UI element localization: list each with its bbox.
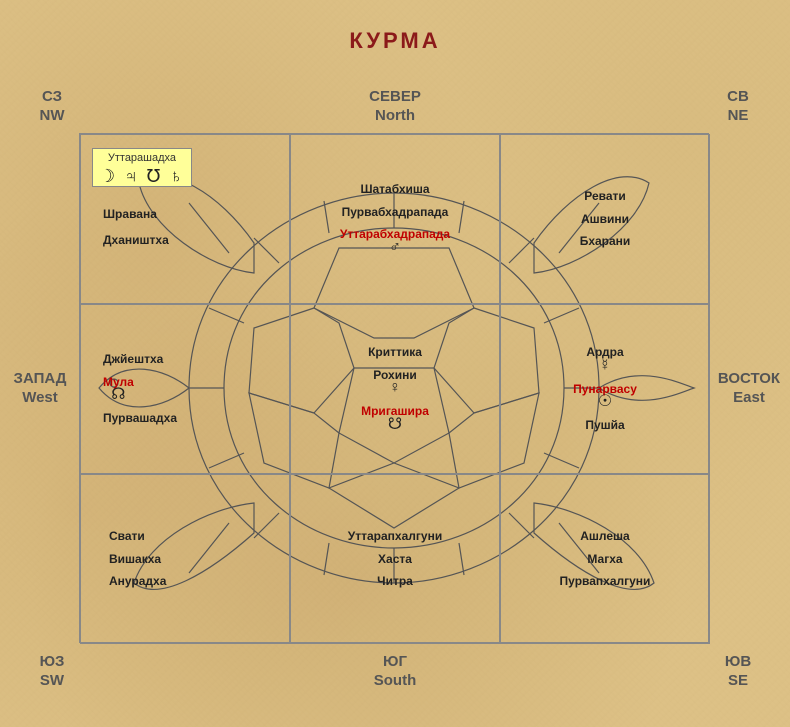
- dir-se: ЮВ SE: [718, 653, 758, 691]
- nakshatra-label: Бхарани: [580, 234, 631, 248]
- dir-sw: ЮЗ SW: [32, 653, 72, 691]
- nakshatra-label: Джйештха: [103, 352, 163, 366]
- kurma-grid: Шравана Дхаништха Шатабхиша Пурвабхадрапад…: [79, 133, 709, 643]
- nakshatra-label: Ревати: [584, 189, 626, 203]
- nakshatra-label: Пурвапхалгуни: [560, 574, 651, 588]
- nakshatra-label: Читра: [377, 574, 413, 588]
- cell-ne: Ревати Ашвини Бхарани: [500, 134, 710, 304]
- dir-west: ЗАПАД West: [10, 370, 70, 408]
- nakshatra-label: Пушйа: [585, 418, 624, 432]
- cell-e: Ардра☿Пунарвасу☉Пушйа: [500, 304, 710, 474]
- nakshatra-label: Магха: [587, 552, 622, 566]
- nakshatra-label: Свати: [109, 529, 145, 543]
- nakshatra-label: Шравана: [103, 207, 157, 221]
- cell-sw: Свати Вишакха Анурадха: [80, 474, 290, 644]
- nakshatra-label: Шатабхиша: [360, 182, 429, 196]
- highlight-nakshatra: Уттарашадха ☽ ♃ ℧ ♄: [92, 148, 192, 187]
- dir-east: ВОСТОК East: [714, 370, 784, 408]
- planet-glyph: ☋: [361, 417, 429, 433]
- nakshatra-label: Криттика: [368, 345, 422, 359]
- planet-glyph: ♀: [373, 380, 416, 396]
- nakshatra-label: Анурадха: [109, 574, 166, 588]
- nakshatra-label: Хаста: [378, 552, 412, 566]
- nakshatra-label: Вишакха: [109, 552, 161, 566]
- planet-glyph: ☊: [103, 387, 134, 403]
- nakshatra-label: Пурвабхадрапада: [342, 205, 449, 219]
- page-title: КУРМА: [0, 28, 790, 54]
- nakshatra-label: Дхаништха: [103, 233, 169, 247]
- planet-glyph: ☿: [586, 358, 623, 374]
- cell-w: ДжйештхаМула☊Пурвашадха: [80, 304, 290, 474]
- dir-south: ЮГ South: [0, 653, 790, 691]
- cell-c: КриттикаРохини♀Мригашира☋: [290, 304, 500, 474]
- cell-s: Уттарапхалгуни Хаста Читра: [290, 474, 500, 644]
- dir-north: СЕВЕР North: [0, 88, 790, 126]
- cell-se: Ашлеша Магха Пурвапхалгуни: [500, 474, 710, 644]
- nakshatra-label: Ашлеша: [580, 529, 629, 543]
- nakshatra-label: Уттарапхалгуни: [348, 529, 442, 543]
- dir-nw: СЗ NW: [32, 88, 72, 126]
- nakshatra-label: Ашвини: [581, 212, 629, 226]
- nakshatra-label: Пурвашадха: [103, 411, 177, 425]
- planet-glyph: ☉: [573, 394, 637, 410]
- cell-n: ШатабхишаПурвабхадрападаУттарабхадрапада…: [290, 134, 500, 304]
- dir-ne: СВ NE: [718, 88, 758, 126]
- planet-glyph: ♂: [340, 240, 450, 256]
